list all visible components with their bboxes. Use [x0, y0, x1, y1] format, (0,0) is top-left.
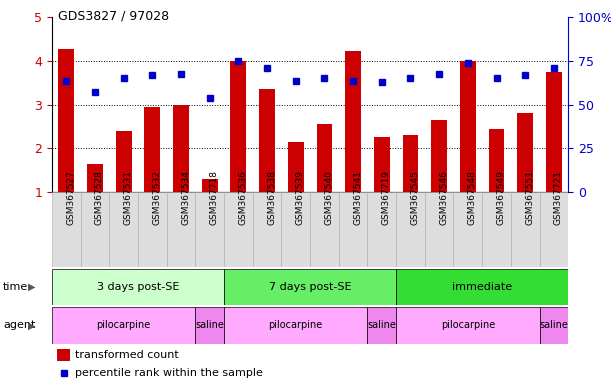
Bar	[403, 135, 419, 192]
Text: ▶: ▶	[27, 320, 35, 331]
Text: agent: agent	[3, 320, 35, 331]
Bar	[167, 192, 196, 267]
Text: GSM367540: GSM367540	[324, 170, 334, 225]
Bar	[374, 137, 390, 192]
Bar	[224, 192, 253, 267]
Bar	[367, 192, 396, 267]
Text: 7 days post-SE: 7 days post-SE	[269, 282, 351, 292]
Text: GSM367546: GSM367546	[439, 170, 448, 225]
Bar	[259, 89, 275, 192]
Bar	[540, 192, 568, 267]
Bar	[431, 120, 447, 192]
Bar	[511, 192, 540, 267]
Text: saline: saline	[367, 320, 396, 331]
Bar	[518, 113, 533, 192]
Text: GSM367531: GSM367531	[123, 170, 133, 225]
Bar	[288, 142, 304, 192]
Text: immediate: immediate	[452, 282, 512, 292]
Text: GSM367545: GSM367545	[411, 170, 420, 225]
Bar	[396, 192, 425, 267]
Text: GDS3827 / 97028: GDS3827 / 97028	[58, 10, 169, 23]
Bar	[57, 349, 70, 361]
Text: GSM367527: GSM367527	[66, 170, 75, 225]
Text: GSM367532: GSM367532	[152, 170, 161, 225]
Text: pilocarpine: pilocarpine	[441, 320, 495, 331]
Text: GSM367551: GSM367551	[525, 170, 534, 225]
Bar	[196, 192, 224, 267]
Bar	[87, 164, 103, 192]
Bar	[546, 72, 562, 192]
Bar	[52, 269, 224, 305]
Text: pilocarpine: pilocarpine	[269, 320, 323, 331]
Bar	[282, 192, 310, 267]
Bar	[109, 192, 138, 267]
Text: GSM367718: GSM367718	[210, 170, 219, 225]
Bar	[396, 307, 540, 344]
Bar	[540, 307, 568, 344]
Text: GSM367534: GSM367534	[181, 170, 190, 225]
Bar	[224, 307, 367, 344]
Text: GSM367549: GSM367549	[497, 170, 505, 225]
Text: GSM367539: GSM367539	[296, 170, 305, 225]
Text: GSM367548: GSM367548	[468, 170, 477, 225]
Bar	[138, 192, 167, 267]
Bar	[338, 192, 367, 267]
Text: 3 days post-SE: 3 days post-SE	[97, 282, 179, 292]
Text: GSM367721: GSM367721	[554, 170, 563, 225]
Bar	[230, 61, 246, 192]
Bar	[489, 129, 505, 192]
Bar	[367, 307, 396, 344]
Bar	[224, 269, 396, 305]
Text: GSM367536: GSM367536	[238, 170, 247, 225]
Bar	[52, 307, 196, 344]
Text: saline: saline	[196, 320, 224, 331]
Bar	[59, 49, 74, 192]
Text: pilocarpine: pilocarpine	[97, 320, 151, 331]
Text: saline: saline	[540, 320, 568, 331]
Bar	[460, 61, 476, 192]
Bar	[144, 107, 160, 192]
Bar	[115, 131, 131, 192]
Text: ▶: ▶	[27, 282, 35, 292]
Text: GSM367541: GSM367541	[353, 170, 362, 225]
Text: percentile rank within the sample: percentile rank within the sample	[75, 367, 263, 377]
Text: GSM367528: GSM367528	[95, 170, 104, 225]
Bar	[316, 124, 332, 192]
Text: time: time	[3, 282, 28, 292]
Bar	[81, 192, 109, 267]
Bar	[310, 192, 338, 267]
Bar	[202, 179, 218, 192]
Bar	[253, 192, 282, 267]
Text: GSM367719: GSM367719	[382, 170, 391, 225]
Bar	[396, 269, 568, 305]
Bar	[196, 307, 224, 344]
Bar	[482, 192, 511, 267]
Text: transformed count: transformed count	[75, 350, 179, 360]
Bar	[173, 104, 189, 192]
Bar	[345, 51, 361, 192]
Bar	[453, 192, 482, 267]
Text: GSM367538: GSM367538	[267, 170, 276, 225]
Bar	[52, 192, 81, 267]
Bar	[425, 192, 453, 267]
